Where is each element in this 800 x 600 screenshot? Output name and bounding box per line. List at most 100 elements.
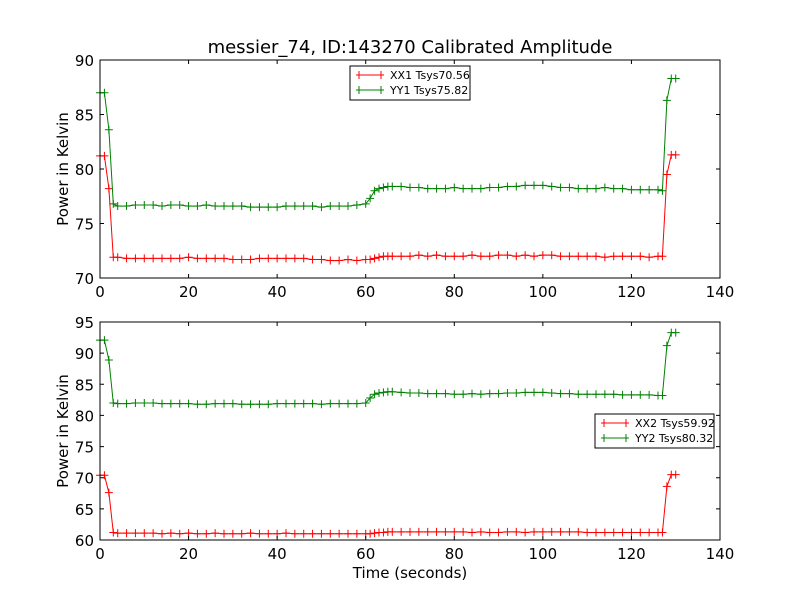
y-tick-label: 90 (75, 52, 94, 70)
data-point (184, 202, 193, 211)
y-axis-label: Power in Kelvin (54, 112, 72, 226)
data-point (113, 253, 122, 262)
data-point (104, 355, 113, 364)
data-point (166, 399, 175, 408)
data-point (202, 529, 211, 538)
data-point (432, 527, 441, 536)
data-point (618, 252, 627, 261)
data-point (574, 252, 583, 261)
data-point (658, 528, 667, 537)
data-point (361, 398, 370, 407)
data-point (414, 389, 423, 398)
data-point (202, 200, 211, 209)
data-point (538, 388, 547, 397)
data-point (344, 255, 352, 264)
legend-marker (356, 86, 384, 94)
data-point (609, 528, 618, 537)
data-point (397, 182, 406, 191)
data-point (104, 488, 113, 497)
data-point (388, 182, 397, 191)
data-point (609, 184, 618, 193)
data-point (273, 203, 282, 212)
data-point (158, 254, 166, 263)
data-point (308, 529, 317, 538)
data-point (113, 529, 122, 538)
data-point (122, 399, 131, 408)
data-point (104, 184, 113, 193)
data-point (228, 529, 237, 538)
data-point (397, 388, 406, 397)
data-point (414, 251, 423, 260)
data-point (423, 389, 432, 398)
data-point (476, 184, 485, 193)
data-point (494, 183, 503, 192)
data-point (366, 255, 375, 264)
x-tick-label: 0 (95, 545, 105, 563)
data-point (100, 336, 109, 345)
data-point (485, 389, 494, 398)
data-point (140, 398, 149, 407)
data-point (441, 252, 450, 261)
data-point (423, 184, 432, 193)
data-point (237, 255, 246, 264)
data-point (494, 251, 503, 260)
data-point (326, 529, 335, 538)
data-point (166, 200, 175, 209)
data-point (308, 399, 317, 408)
data-point (113, 399, 122, 408)
data-point (618, 390, 627, 399)
series-yy2 (96, 328, 680, 409)
x-tick-label: 20 (179, 545, 198, 563)
data-point (459, 252, 468, 261)
data-point (645, 528, 654, 537)
data-point (521, 528, 530, 537)
legend-marker (601, 419, 629, 427)
data-point (184, 529, 193, 538)
data-point (211, 254, 220, 263)
data-point (335, 529, 344, 538)
data-point (193, 254, 202, 263)
data-point (122, 254, 131, 263)
data-point (166, 254, 175, 263)
y-axis-label: Power in Kelvin (54, 374, 72, 488)
data-point (423, 527, 432, 536)
chart-title: messier_74, ID:143270 Calibrated Amplitu… (208, 37, 613, 58)
bottom-plot: 0 20 40 60 80 100 120 140 60 65 70 75 80 85 90 95 Power … (54, 314, 734, 582)
data-point (450, 527, 459, 536)
data-point (352, 529, 361, 538)
x-tick-label: 140 (706, 283, 735, 301)
legend-label: YY1 Tsys75.82 (389, 84, 468, 97)
data-point (592, 252, 600, 261)
data-point (109, 398, 118, 407)
data-point (290, 254, 299, 263)
data-point (273, 399, 282, 408)
data-point (671, 470, 680, 479)
x-tick-label: 0 (95, 283, 105, 301)
y-tick-label: 70 (75, 270, 94, 288)
data-point (530, 181, 538, 190)
data-point (574, 184, 583, 193)
series-xx1 (96, 150, 680, 265)
legend-entry: XX2 Tsys59.92 (601, 417, 715, 430)
data-point (565, 389, 574, 398)
data-point (662, 482, 671, 491)
data-point (592, 390, 600, 399)
data-point (100, 151, 109, 160)
data-point (512, 389, 521, 398)
x-tick-label: 140 (706, 545, 735, 563)
data-point (574, 390, 583, 399)
data-point (299, 254, 308, 263)
x-tick-label: 80 (445, 283, 464, 301)
data-point (317, 529, 326, 538)
y-tick-label: 95 (75, 314, 94, 332)
data-point (104, 125, 113, 134)
data-point (255, 400, 264, 409)
data-point (547, 527, 556, 536)
data-point (406, 527, 414, 536)
legend-marker (601, 434, 629, 442)
data-point (149, 398, 158, 407)
data-point (583, 528, 592, 537)
data-point (406, 252, 414, 261)
data-point (237, 529, 246, 538)
